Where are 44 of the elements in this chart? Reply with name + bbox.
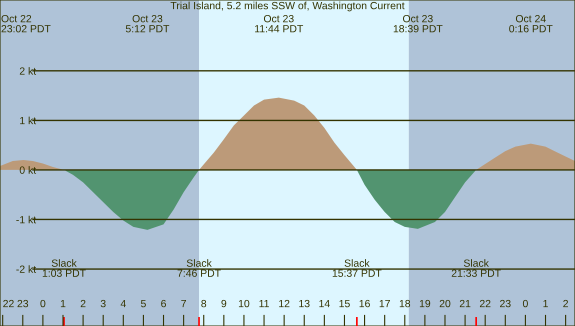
- x-tick-label: 22: [3, 300, 14, 308]
- annotation: Slack 15:37 PDT: [332, 259, 382, 277]
- annotation: Slack 1:03 PDT: [42, 259, 86, 277]
- annotation: Oct 23 11:44 PDT: [255, 14, 304, 32]
- x-tick-label: 10: [238, 300, 250, 308]
- x-tick-label: 4: [120, 300, 126, 308]
- y-tick-label: 1 kt: [20, 116, 36, 124]
- annotation: Slack 7:46 PDT: [178, 259, 221, 277]
- x-tick-label: 2: [80, 300, 86, 308]
- y-tick-label: 0 kt: [20, 166, 36, 174]
- x-tick-label: 2: [563, 300, 568, 308]
- annotation: Slack 21:33 PDT: [452, 259, 501, 277]
- x-tick-label: 15: [339, 300, 350, 308]
- x-tick-label: 6: [161, 300, 166, 308]
- x-tick-label: 3: [100, 300, 106, 308]
- y-tick-label: -2 kt: [16, 265, 36, 273]
- x-tick-label: 9: [221, 300, 226, 308]
- x-tick-label: 0: [40, 300, 46, 308]
- x-tick-label: 20: [440, 300, 450, 308]
- x-tick-label: 23: [18, 300, 28, 308]
- y-tick-label: -1 kt: [16, 216, 36, 224]
- x-tick-label: 1: [543, 300, 548, 308]
- x-tick-label: 8: [201, 300, 206, 308]
- x-tick-label: 13: [299, 300, 310, 308]
- annotation: Oct 23 18:39 PDT: [394, 14, 443, 32]
- x-tick-label: 21: [460, 300, 470, 308]
- x-tick-label: 12: [279, 300, 290, 308]
- x-tick-label: 17: [380, 300, 390, 308]
- chart-title: Trial Island, 5.2 miles SSW of, Washington Current: [170, 2, 405, 12]
- x-tick-label: 1: [60, 300, 66, 308]
- x-tick-label: 18: [400, 300, 410, 308]
- x-tick-label: 16: [360, 300, 370, 308]
- x-tick-label: 23: [500, 300, 511, 308]
- x-tick-label: 19: [420, 300, 430, 308]
- x-tick-label: 0: [522, 300, 528, 308]
- y-tick-label: 2 kt: [20, 67, 36, 75]
- x-tick-label: 14: [319, 300, 330, 308]
- x-tick-label: 22: [480, 300, 490, 308]
- annotation: Oct 23 5:12 PDT: [126, 14, 170, 32]
- x-tick-label: 11: [259, 300, 269, 308]
- x-tick-label: 5: [140, 300, 146, 308]
- annotation: Oct 22 23:02 PDT: [1, 14, 51, 32]
- annotation: Oct 24 0:16 PDT: [509, 14, 553, 32]
- x-tick-label: 7: [181, 300, 186, 308]
